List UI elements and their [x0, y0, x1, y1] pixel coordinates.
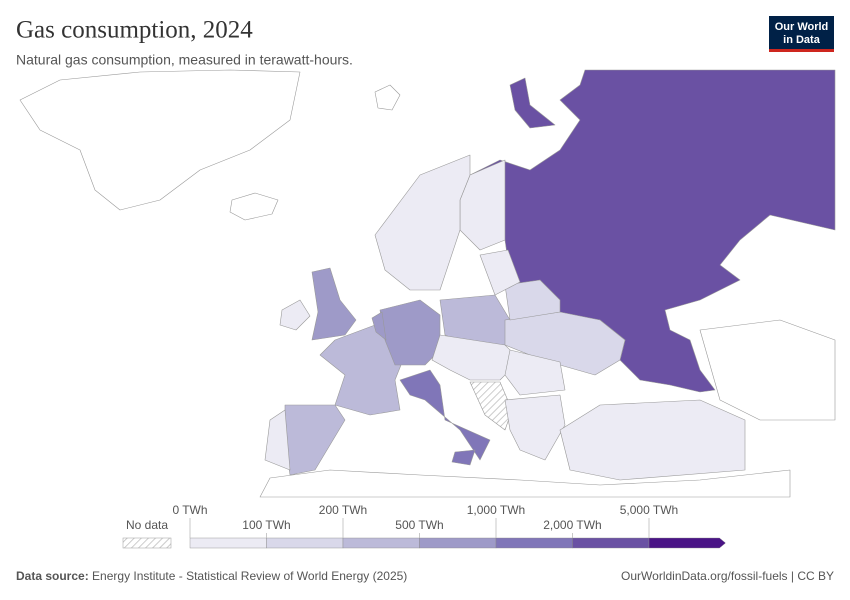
novaya-zemlya — [509, 77, 556, 129]
legend: No data 0 TWh 100 TWh 200 TWh 500 TWh 1,000 … — [122, 503, 726, 549]
legend-swatch — [266, 537, 344, 549]
legend-swatch — [648, 537, 726, 549]
legend-no-data-swatch — [122, 537, 172, 549]
belarus — [504, 279, 561, 321]
balkans — [504, 394, 566, 461]
svalbard — [374, 84, 401, 111]
legend-label: 500 TWh — [395, 518, 443, 532]
turkey — [559, 399, 746, 481]
baltics — [479, 249, 521, 296]
logo-text: Our World — [775, 21, 829, 33]
greenland — [19, 69, 301, 211]
legend-swatch — [419, 537, 497, 549]
italy — [399, 369, 491, 461]
legend-label: 5,000 TWh — [620, 503, 678, 517]
central-europe — [431, 334, 521, 381]
spain — [284, 404, 346, 476]
ireland — [279, 299, 311, 331]
source: Data source: Energy Institute - Statisti… — [16, 569, 407, 583]
legend-swatch — [189, 537, 267, 549]
sicily — [451, 449, 476, 466]
iceland — [229, 192, 279, 221]
north-africa — [259, 469, 791, 498]
legend-label: 1,000 TWh — [467, 503, 525, 517]
ukraine — [504, 311, 626, 376]
romania — [504, 349, 566, 396]
logo-box — [769, 16, 834, 52]
portugal — [264, 409, 291, 471]
subtitle: Natural gas consumption, measured in ter… — [16, 52, 353, 68]
legend-label: 100 TWh — [242, 518, 290, 532]
netherlands — [371, 311, 387, 341]
legend-label: 0 TWh — [172, 503, 207, 517]
source-label: Data source: — [16, 569, 89, 583]
scandinavia — [374, 154, 471, 291]
logo-stripe — [769, 49, 834, 52]
title: Gas consumption, 2024 — [16, 17, 253, 44]
uk — [311, 267, 357, 341]
legend-no-data-label: No data — [126, 518, 168, 532]
url: OurWorldinData.org/fossil-fuels | CC BY — [621, 569, 834, 583]
legend-swatch — [342, 537, 420, 549]
source-text: Energy Institute - Statistical Review of… — [92, 569, 407, 583]
logo: Our World in Data — [769, 16, 834, 52]
logo-text: in Data — [783, 34, 821, 46]
legend-label: 200 TWh — [319, 503, 367, 517]
legend-swatch — [495, 537, 573, 549]
map — [19, 69, 836, 498]
legend-label: 2,000 TWh — [543, 518, 601, 532]
caucasus-region — [699, 319, 836, 421]
legend-swatch — [572, 537, 650, 549]
